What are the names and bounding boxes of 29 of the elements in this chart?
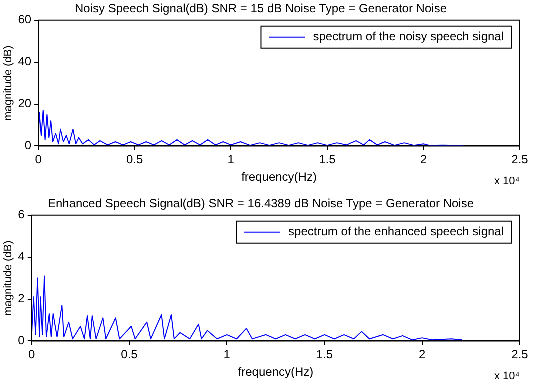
x-tick-label: 2.5 (512, 348, 529, 362)
legend-label: spectrum of the noisy speech signal (313, 30, 504, 44)
x-tick-label: 0.5 (121, 348, 138, 362)
text: x 10⁴ (494, 370, 520, 383)
x-tick-label: 1.5 (316, 348, 334, 362)
x-axis-title: frequency(Hz) (242, 170, 317, 184)
legend-label: spectrum of the enhanced speech signal (288, 224, 504, 239)
x-axis-title: frequency(Hz) (238, 365, 314, 380)
y-axis-title: magnitude (dB) (2, 46, 15, 121)
y-tick-label: 40 (18, 54, 32, 69)
y-tick-label: 2 (18, 292, 26, 306)
y-tick-label: 60 (18, 12, 32, 27)
chart-title: Noisy Speech Signal(dB) SNR = 15 dB Noise Type = Generator Noise (75, 2, 448, 16)
y-tick-label: 0 (24, 138, 32, 153)
y-tick-label: 0 (18, 334, 26, 348)
x-tick-label: 2.5 (512, 152, 529, 167)
x-tick-label: 1.5 (319, 152, 336, 167)
y-tick-label: 4 (18, 250, 26, 264)
x-tick-label: 2 (420, 152, 428, 167)
y-axis-title: magnitude (dB) (2, 240, 15, 316)
chart-title: Enhanced Speech Signal(dB) SNR = 16.4389 dB Noise Type = Generator Noise (48, 196, 474, 211)
x-tick-label: 2 (419, 348, 426, 362)
x-tick-label: 0 (35, 152, 42, 167)
y-tick-label: 6 (18, 208, 26, 222)
x-tick-label: 1 (224, 348, 231, 362)
y-tick-label: 20 (18, 96, 32, 111)
x-tick-label: 1 (228, 152, 235, 167)
x-tick-label: 0.5 (126, 152, 144, 167)
text: x 10⁴ (494, 176, 520, 188)
